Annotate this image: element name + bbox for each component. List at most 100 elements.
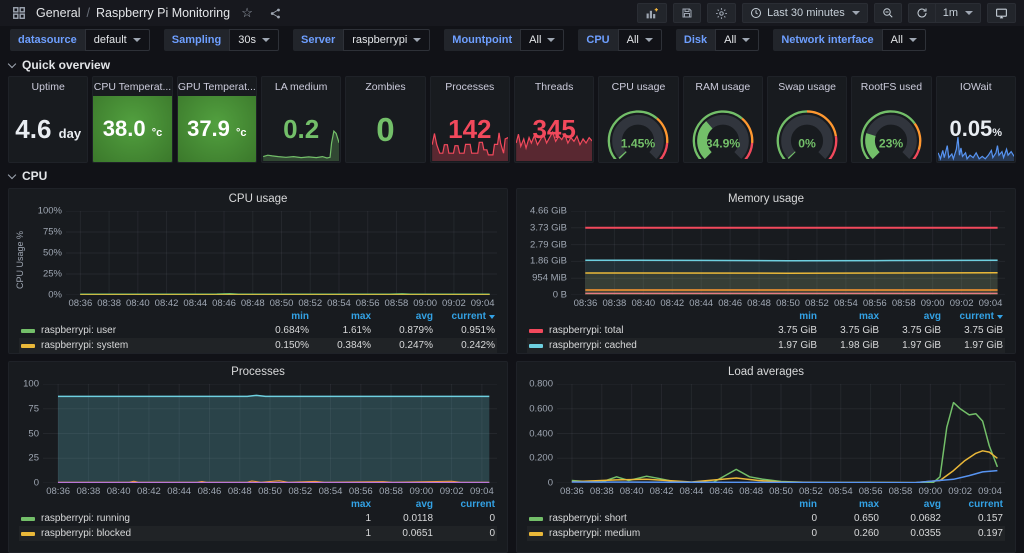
gauge: 0% (768, 101, 846, 159)
variable-value-dropdown[interactable]: All (715, 29, 759, 51)
variable-value-dropdown[interactable]: 30s (229, 29, 279, 51)
save-dashboard-button[interactable] (673, 3, 701, 23)
panel-title[interactable]: Threads (515, 77, 593, 96)
legend-sort-max[interactable]: max (309, 499, 371, 510)
panel-title[interactable]: RAM usage (684, 77, 762, 96)
legend-sort-max[interactable]: max (817, 311, 879, 322)
breadcrumb-folder[interactable]: General (36, 6, 80, 20)
stat-value: 0 (376, 113, 394, 146)
star-icon[interactable]: ☆ (236, 3, 258, 23)
panel-title[interactable]: Uptime (9, 77, 87, 96)
legend-sort-current[interactable]: current (941, 311, 1003, 322)
share-icon[interactable] (264, 3, 286, 23)
panel-title[interactable]: IOWait (937, 77, 1015, 96)
series-color-swatch[interactable] (529, 344, 543, 348)
row-header-quick-overview[interactable]: Quick overview (0, 57, 1024, 73)
series-color-swatch[interactable] (529, 517, 543, 521)
legend-sort-max[interactable]: max (309, 311, 371, 322)
legend-sort-min[interactable]: min (755, 499, 817, 510)
add-panel-button[interactable] (637, 3, 667, 23)
dashboard-settings-gear-icon[interactable] (707, 3, 736, 23)
variable-value-dropdown[interactable]: All (882, 29, 926, 51)
panel-title[interactable]: Zombies (346, 77, 424, 96)
legend-stat-value: 0.0682 (879, 513, 941, 524)
series-color-swatch[interactable] (529, 329, 543, 333)
panel-title[interactable]: CPU usage (599, 77, 677, 96)
y-tick-label: 954 MiB (532, 273, 567, 284)
series-color-swatch[interactable] (21, 329, 35, 333)
legend-sort-min[interactable]: min (755, 311, 817, 322)
x-tick-label: 09:02 (440, 486, 464, 497)
plot-area[interactable] (66, 211, 497, 295)
x-tick-label: 08:46 (709, 486, 733, 497)
plot-area[interactable] (571, 211, 1005, 295)
series-name[interactable]: raspberrypi: system (41, 340, 128, 351)
panel-title[interactable]: Swap usage (768, 77, 846, 96)
series-name[interactable]: raspberrypi: short (549, 513, 627, 524)
kiosk-tv-icon[interactable] (987, 3, 1016, 23)
series-name[interactable]: raspberrypi: medium (549, 528, 640, 539)
x-tick-label: 08:58 (379, 486, 403, 497)
x-tick-label: 08:48 (747, 298, 771, 309)
x-tick-label: 08:52 (298, 298, 322, 309)
series-color-swatch[interactable] (21, 532, 35, 536)
legend-sort-avg[interactable]: avg (879, 311, 941, 322)
legend-stat-value: 0 (433, 528, 495, 539)
stat-value: 38.0 °c (103, 118, 162, 140)
row-header-cpu[interactable]: CPU (0, 168, 1024, 184)
zoom-out-time-button[interactable] (874, 3, 902, 23)
panel-title[interactable]: RootFS used (852, 77, 930, 96)
legend-sort-current[interactable]: current (941, 499, 1003, 510)
series-name[interactable]: raspberrypi: running (41, 513, 130, 524)
time-range-picker[interactable]: Last 30 minutes (742, 3, 868, 23)
x-tick-label: 08:56 (863, 298, 887, 309)
y-tick-label: 4.66 GiB (530, 206, 567, 217)
stat-unit: °c (152, 127, 163, 139)
panel-title[interactable]: LA medium (262, 77, 340, 96)
series-name[interactable]: raspberrypi: user (41, 325, 116, 336)
panel-title[interactable]: Memory usage (517, 189, 1015, 209)
variable-value-dropdown[interactable]: All (520, 29, 564, 51)
refresh-interval-picker[interactable]: 1m (936, 3, 981, 23)
variable-value-dropdown[interactable]: default (85, 29, 150, 51)
legend-sort-avg[interactable]: avg (371, 311, 433, 322)
gauge-value: 23% (879, 137, 904, 151)
dashboards-grid-icon[interactable] (8, 3, 30, 23)
stat-value: 345 (532, 116, 575, 142)
series-color-swatch[interactable] (21, 344, 35, 348)
panel-title[interactable]: Load averages (517, 362, 1015, 382)
variable-value-dropdown[interactable]: All (618, 29, 662, 51)
legend-sort-avg[interactable]: avg (879, 499, 941, 510)
breadcrumb-dashboard-title[interactable]: Raspberry Pi Monitoring (96, 6, 230, 20)
plot-area[interactable] (557, 384, 1005, 483)
series-name[interactable]: raspberrypi: cached (549, 340, 637, 351)
legend-sort-min[interactable]: min (247, 311, 309, 322)
y-tick-label: 1.86 GiB (530, 256, 567, 267)
plot-area[interactable] (43, 384, 497, 483)
panel-title[interactable]: CPU Temperat... (93, 77, 171, 96)
panel-title[interactable]: CPU usage (9, 189, 507, 209)
series-name[interactable]: raspberrypi: total (549, 325, 623, 336)
x-tick-label: 08:52 (799, 486, 823, 497)
y-tick-label: 3.73 GiB (530, 222, 567, 233)
legend-sort-current[interactable]: current (433, 499, 495, 510)
x-tick-label: 08:46 (212, 298, 236, 309)
variable-value-dropdown[interactable]: raspberrypi (343, 29, 430, 51)
panel-title[interactable]: GPU Temperat... (178, 77, 256, 96)
panel-title[interactable]: Processes (9, 362, 507, 382)
series-name[interactable]: raspberrypi: blocked (41, 528, 131, 539)
series-color-swatch[interactable] (529, 532, 543, 536)
legend-sort-max[interactable]: max (817, 499, 879, 510)
legend-sort-current[interactable]: current (433, 311, 495, 322)
refresh-button[interactable] (908, 3, 936, 23)
legend-sort-avg[interactable]: avg (371, 499, 433, 510)
panel-title[interactable]: Processes (431, 77, 509, 96)
series-color-swatch[interactable] (21, 517, 35, 521)
